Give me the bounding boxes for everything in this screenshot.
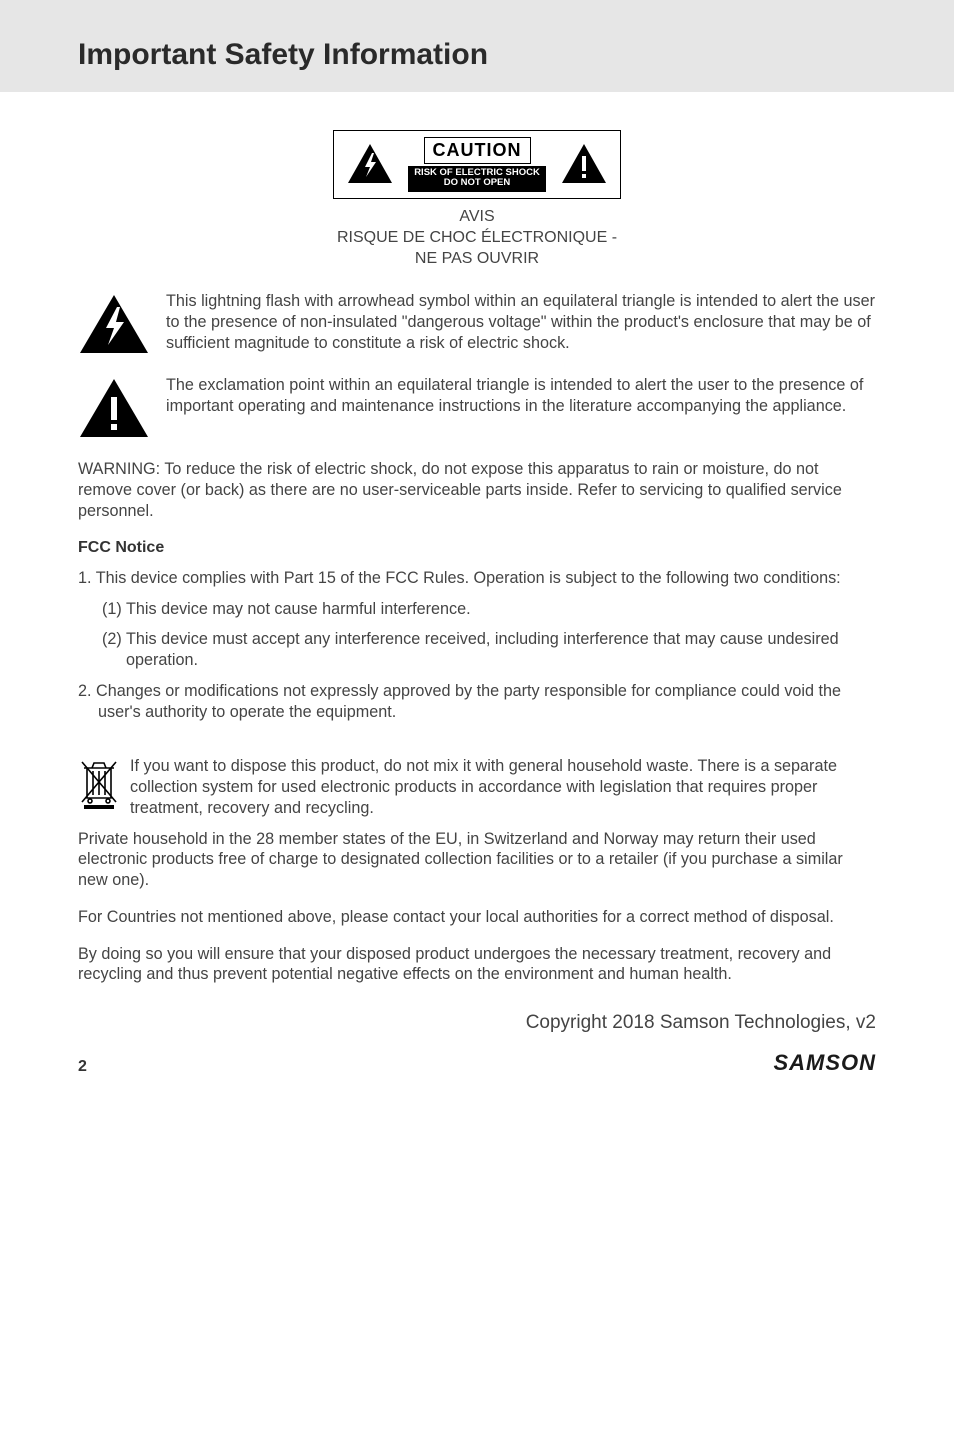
avis-line3: NE PAS OUVRIR bbox=[78, 249, 876, 270]
exclamation-triangle-large-icon bbox=[78, 375, 166, 441]
page-title: Important Safety Information bbox=[78, 38, 894, 72]
weee-para-3: For Countries not mentioned above, pleas… bbox=[78, 907, 876, 928]
weee-bin-icon bbox=[78, 756, 130, 818]
lightning-triangle-large-icon bbox=[78, 291, 166, 357]
fcc-item-1: 1. This device complies with Part 15 of … bbox=[78, 568, 876, 671]
fcc-item-2: 2. Changes or modifications not expressl… bbox=[78, 681, 876, 722]
caution-center: CAUTION RISK OF ELECTRIC SHOCK DO NOT OP… bbox=[398, 137, 556, 192]
bolt-paragraph: This lightning flash with arrowhead symb… bbox=[166, 291, 876, 357]
footer-row: 2 SAMSON bbox=[78, 1049, 876, 1077]
weee-para-4: By doing so you will ensure that your di… bbox=[78, 944, 876, 985]
caution-label-wrapper: CAUTION RISK OF ELECTRIC SHOCK DO NOT OP… bbox=[78, 130, 876, 199]
caution-risk-box: RISK OF ELECTRIC SHOCK DO NOT OPEN bbox=[408, 166, 546, 192]
copyright-line: Copyright 2018 Samson Technologies, v2 bbox=[78, 1011, 876, 1035]
bolt-paragraph-row: This lightning flash with arrowhead symb… bbox=[78, 291, 876, 357]
caution-label-box: CAUTION RISK OF ELECTRIC SHOCK DO NOT OP… bbox=[333, 130, 621, 199]
header-band: Important Safety Information bbox=[0, 0, 954, 92]
fcc-item-1a: (1) This device may not cause harmful in… bbox=[78, 599, 876, 620]
avis-line2: RISQUE DE CHOC ÉLECTRONIQUE - bbox=[78, 228, 876, 249]
avis-line1: AVIS bbox=[78, 207, 876, 228]
exclamation-triangle-icon bbox=[556, 137, 612, 192]
body-area: CAUTION RISK OF ELECTRIC SHOCK DO NOT OP… bbox=[0, 92, 954, 1107]
weee-para-2: Private household in the 28 member state… bbox=[78, 829, 876, 891]
warning-paragraph: WARNING: To reduce the risk of electric … bbox=[78, 459, 876, 521]
avis-block: AVIS RISQUE DE CHOC ÉLECTRONIQUE - NE PA… bbox=[78, 207, 876, 269]
exclamation-paragraph: The exclamation point within an equilate… bbox=[166, 375, 876, 441]
caution-risk-line2: DO NOT OPEN bbox=[414, 178, 540, 188]
page: Important Safety Information CAUTION RIS… bbox=[0, 0, 954, 1107]
weee-row: If you want to dispose this product, do … bbox=[78, 756, 876, 818]
exclamation-paragraph-row: The exclamation point within an equilate… bbox=[78, 375, 876, 441]
page-number: 2 bbox=[78, 1057, 87, 1077]
fcc-item-1-text: 1. This device complies with Part 15 of … bbox=[78, 568, 876, 589]
lightning-triangle-icon bbox=[342, 137, 398, 192]
fcc-item-2-text: 2. Changes or modifications not expressl… bbox=[78, 681, 876, 722]
fcc-item-1b: (2) This device must accept any interfer… bbox=[78, 629, 876, 670]
caution-word: CAUTION bbox=[424, 137, 531, 164]
weee-para-1: If you want to dispose this product, do … bbox=[130, 756, 876, 818]
brand-logo: SAMSON bbox=[773, 1049, 876, 1077]
fcc-heading: FCC Notice bbox=[78, 538, 876, 558]
